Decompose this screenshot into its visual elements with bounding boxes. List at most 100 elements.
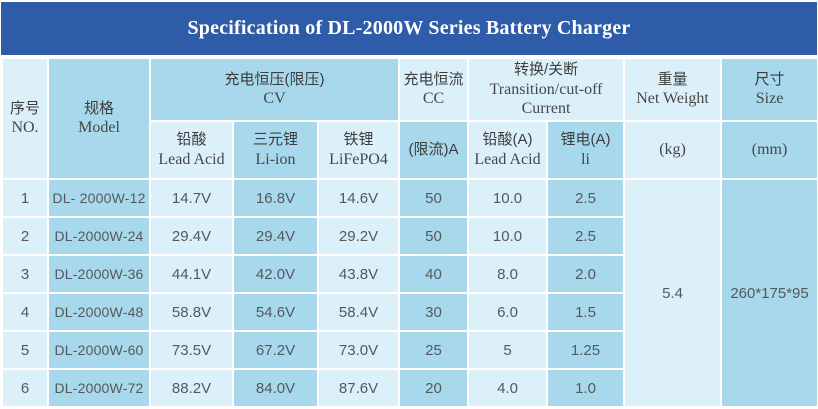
cell-cutoff-lead-acid: 6.0 (467, 292, 549, 332)
table-row: 1 DL- 2000W-12 14.7V 16.8V 14.6V 50 10.0… (1, 178, 818, 408)
subheader-cv-lifepo4: 铁锂 LiFePO4 (316, 120, 401, 180)
cell-model: DL-2000W-60 (47, 330, 151, 370)
cell-cutoff-li: 1.5 (546, 292, 626, 332)
cell-no: 5 (1, 330, 49, 370)
cell-cv-li-ion: 67.2V (232, 330, 319, 370)
subheader-mm: (mm) (720, 120, 818, 180)
header-weight-en: Net Weight (636, 90, 709, 108)
header-model-zh: 规格 (83, 99, 114, 117)
subheader-cutoff-lead-acid-en: Lead Acid (474, 150, 541, 168)
cell-cutoff-li: 1.25 (546, 330, 626, 370)
cell-model: DL-2000W-36 (47, 254, 151, 294)
subheader-kg-label: (kg) (659, 141, 686, 159)
header-transition: 转换/关断 Transition/cut-off Current (467, 57, 626, 122)
subheader-cutoff-lead-acid: 铅酸(A) Lead Acid (467, 120, 549, 180)
subheader-cv-li-ion-en: Li-ion (255, 150, 296, 168)
cell-model: DL-2000W-72 (47, 368, 151, 408)
header-row-2: 铅酸 Lead Acid 三元锂 Li-ion 铁锂 LiFePO4 (限流)A… (2, 120, 818, 180)
table-row: 4 DL-2000W-48 58.8V 54.6V 58.4V 30 6.0 1… (1, 292, 818, 332)
cell-cv-lead-acid: 73.5V (149, 330, 234, 370)
spec-table: 序号 NO. 规格 Model 充电恒压(限压) CV 充电恒流 CC 转换/关… (1, 57, 818, 408)
header-row-1: 序号 NO. 规格 Model 充电恒压(限压) CV 充电恒流 CC 转换/关… (1, 57, 818, 180)
subheader-cv-li-ion-zh: 三元锂 (252, 131, 298, 149)
header-cc: 充电恒流 CC (398, 57, 470, 122)
header-size-zh: 尺寸 (754, 70, 785, 88)
subheader-cv-li-ion: 三元锂 Li-ion (232, 120, 319, 180)
subheader-cutoff-lead-acid-zh: 铅酸(A) (482, 131, 533, 149)
header-cv-zh: 充电恒压(限压) (224, 70, 325, 88)
cell-cutoff-li: 2.5 (546, 178, 626, 218)
cell-size: 260*175*95 (720, 178, 818, 408)
cell-cv-lead-acid: 58.8V (149, 292, 234, 332)
header-cc-en: CC (422, 90, 445, 108)
header-no: 序号 NO. (1, 57, 49, 180)
header-model-en: Model (78, 119, 120, 137)
cell-cc: 20 (398, 368, 470, 408)
header-transition-zh: 转换/关断 (513, 60, 579, 78)
cell-cv-lifepo4: 43.8V (316, 254, 401, 294)
subheader-mm-label: (mm) (751, 141, 788, 159)
cell-cv-li-ion: 16.8V (232, 178, 319, 218)
cell-cutoff-lead-acid: 5 (467, 330, 549, 370)
cell-no: 2 (1, 216, 49, 256)
subheader-kg: (kg) (623, 120, 723, 180)
cell-cv-lifepo4: 87.6V (316, 368, 401, 408)
header-weight-zh: 重量 (657, 70, 688, 88)
subheader-cutoff-li-en: li (581, 150, 590, 168)
cell-cv-lead-acid: 29.4V (149, 216, 234, 256)
subheader-cc-limit-zh: (限流)A (408, 140, 459, 158)
cell-cc: 25 (398, 330, 470, 370)
cell-no: 6 (1, 368, 49, 408)
header-cv-en: CV (263, 90, 286, 108)
subheader-cutoff-li-zh: 锂电(A) (560, 131, 611, 149)
cell-cutoff-lead-acid: 4.0 (467, 368, 549, 408)
cell-cv-lifepo4: 14.6V (316, 178, 401, 218)
cell-cutoff-lead-acid: 10.0 (467, 178, 549, 218)
table-row: 3 DL-2000W-36 44.1V 42.0V 43.8V 40 8.0 2… (1, 254, 818, 294)
page-title: Specification of DL-2000W Series Battery… (187, 17, 631, 39)
table-row: 5 DL-2000W-60 73.5V 67.2V 73.0V 25 5 1.2… (1, 330, 818, 370)
subheader-cv-lifepo4-zh: 铁锂 (343, 131, 374, 149)
cell-cutoff-lead-acid: 8.0 (467, 254, 549, 294)
cell-cv-lifepo4: 58.4V (316, 292, 401, 332)
cell-net-weight: 5.4 (623, 178, 723, 408)
cell-cutoff-li: 1.0 (546, 368, 626, 408)
cell-cc: 30 (398, 292, 470, 332)
header-no-zh: 序号 (9, 99, 40, 117)
cell-cutoff-li: 2.5 (546, 216, 626, 256)
cell-cv-lead-acid: 88.2V (149, 368, 234, 408)
cell-cv-li-ion: 29.4V (232, 216, 319, 256)
cell-no: 3 (1, 254, 49, 294)
cell-cv-li-ion: 42.0V (232, 254, 319, 294)
subheader-cv-lead-acid-zh: 铅酸 (176, 131, 207, 149)
header-size: 尺寸 Size (720, 57, 818, 122)
subheader-cv-lead-acid: 铅酸 Lead Acid (149, 120, 234, 180)
header-cv: 充电恒压(限压) CV (148, 57, 401, 122)
header-transition-en1: Transition/cut-off (489, 80, 603, 98)
cell-cc: 50 (398, 178, 470, 218)
title-bar: Specification of DL-2000W Series Battery… (1, 2, 817, 55)
cell-model: DL-2000W-48 (47, 292, 151, 332)
cell-cv-li-ion: 84.0V (232, 368, 319, 408)
header-no-en: NO. (11, 119, 39, 137)
table-row: 6 DL-2000W-72 88.2V 84.0V 87.6V 20 4.0 1… (1, 368, 818, 408)
subheader-cc-limit: (限流)A (398, 120, 470, 180)
cell-cv-lead-acid: 14.7V (149, 178, 234, 218)
subheader-cv-lead-acid-en: Lead Acid (158, 150, 225, 168)
cell-cv-lifepo4: 73.0V (316, 330, 401, 370)
subheader-cv-lifepo4-en: LiFePO4 (329, 150, 388, 168)
cell-model: DL- 2000W-12 (47, 178, 151, 218)
cell-cutoff-lead-acid: 10.0 (467, 216, 549, 256)
cell-cv-li-ion: 54.6V (232, 292, 319, 332)
header-model: 规格 Model (47, 57, 151, 180)
cell-cv-lifepo4: 29.2V (316, 216, 401, 256)
subheader-cutoff-li: 锂电(A) li (546, 120, 626, 180)
cell-no: 4 (1, 292, 49, 332)
cell-cv-lead-acid: 44.1V (149, 254, 234, 294)
header-size-en: Size (755, 90, 784, 108)
header-net-weight: 重量 Net Weight (623, 57, 723, 122)
table-row: 2 DL-2000W-24 29.4V 29.4V 29.2V 50 10.0 … (1, 216, 818, 256)
cell-cc: 40 (398, 254, 470, 294)
cell-cutoff-li: 2.0 (546, 254, 626, 294)
